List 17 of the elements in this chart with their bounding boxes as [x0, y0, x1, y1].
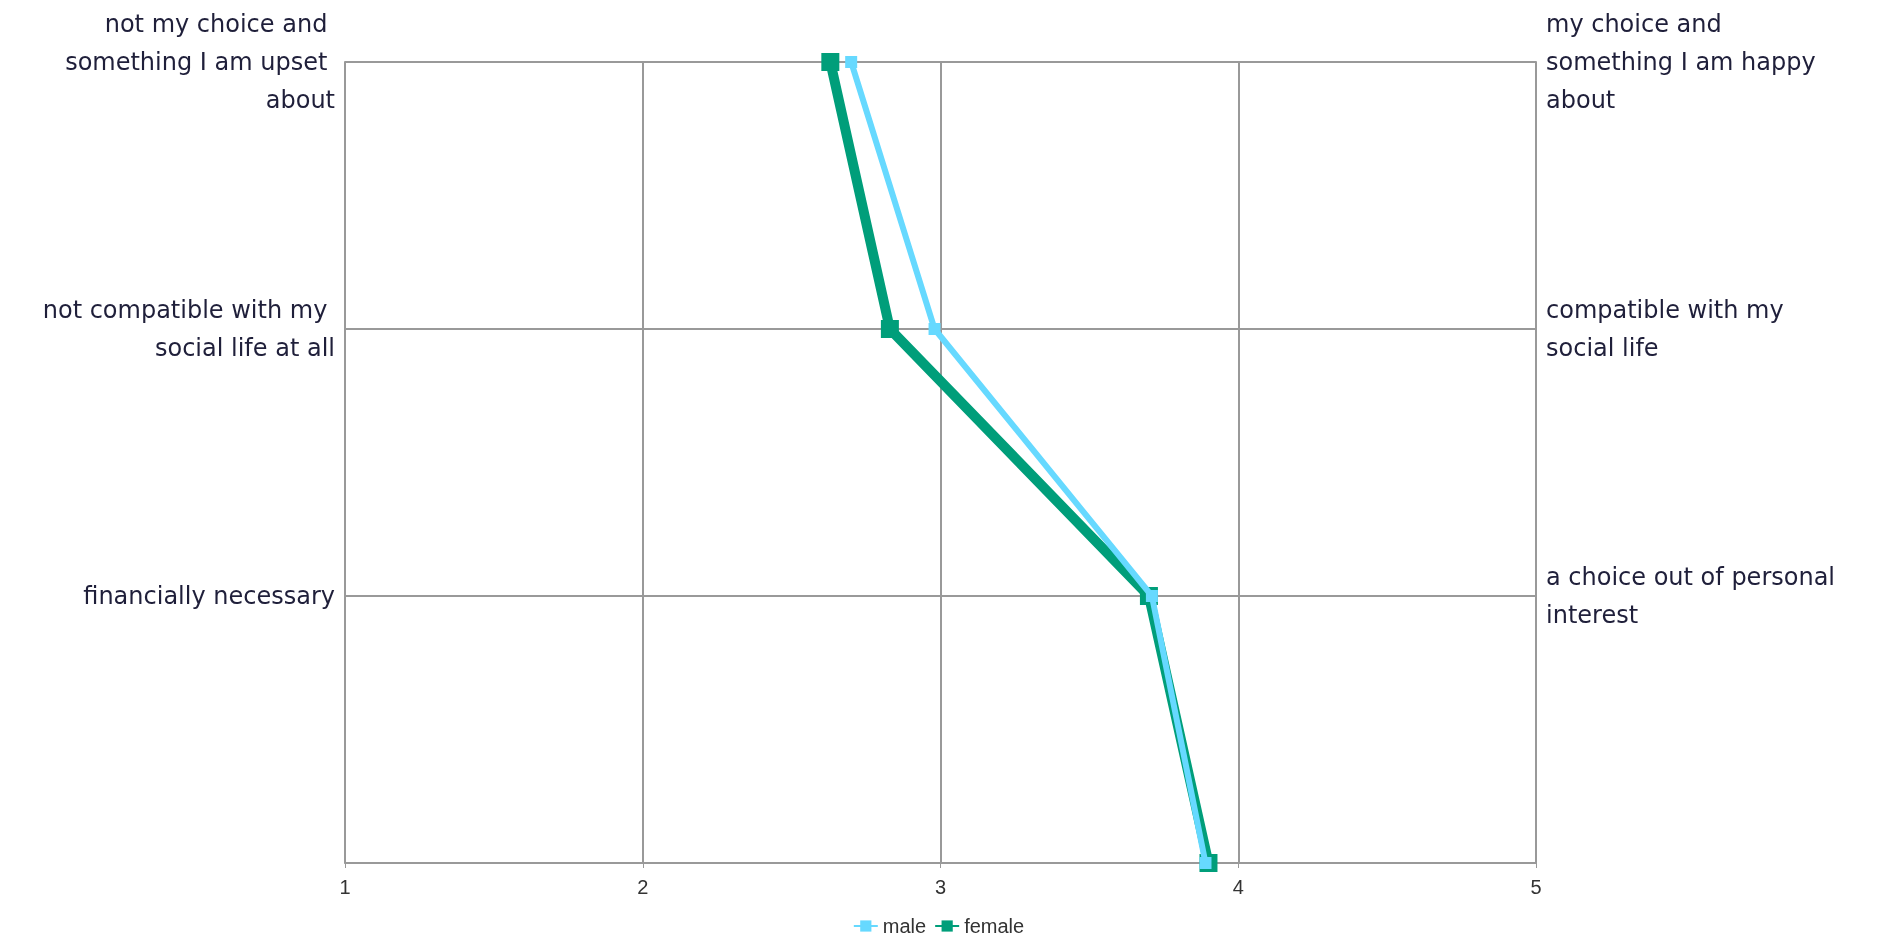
legend-label: male	[882, 915, 927, 937]
point	[845, 56, 858, 68]
legend-label: female	[964, 915, 1025, 937]
y-tick-label: not compatible with my social life at all	[42, 296, 335, 362]
point	[928, 323, 941, 335]
y2-tick-label: compatible with my social life	[1546, 296, 1792, 362]
point	[821, 53, 840, 71]
y2-tick-label: my choice and something I am happy about	[1546, 10, 1824, 114]
x-tick-label: 4	[1232, 876, 1244, 898]
y2-tick-label: a choice out of personal interest	[1546, 563, 1843, 629]
y-tick-label: not my choice and something I am upset about	[65, 10, 335, 114]
x-tick-label: 5	[1530, 876, 1542, 898]
y-tick-label: financially necessary	[83, 582, 335, 610]
x-tick-label: 1	[339, 876, 351, 898]
x-tick-label: 2	[637, 876, 649, 898]
x-tick-label: 3	[934, 876, 947, 898]
point	[880, 320, 899, 338]
